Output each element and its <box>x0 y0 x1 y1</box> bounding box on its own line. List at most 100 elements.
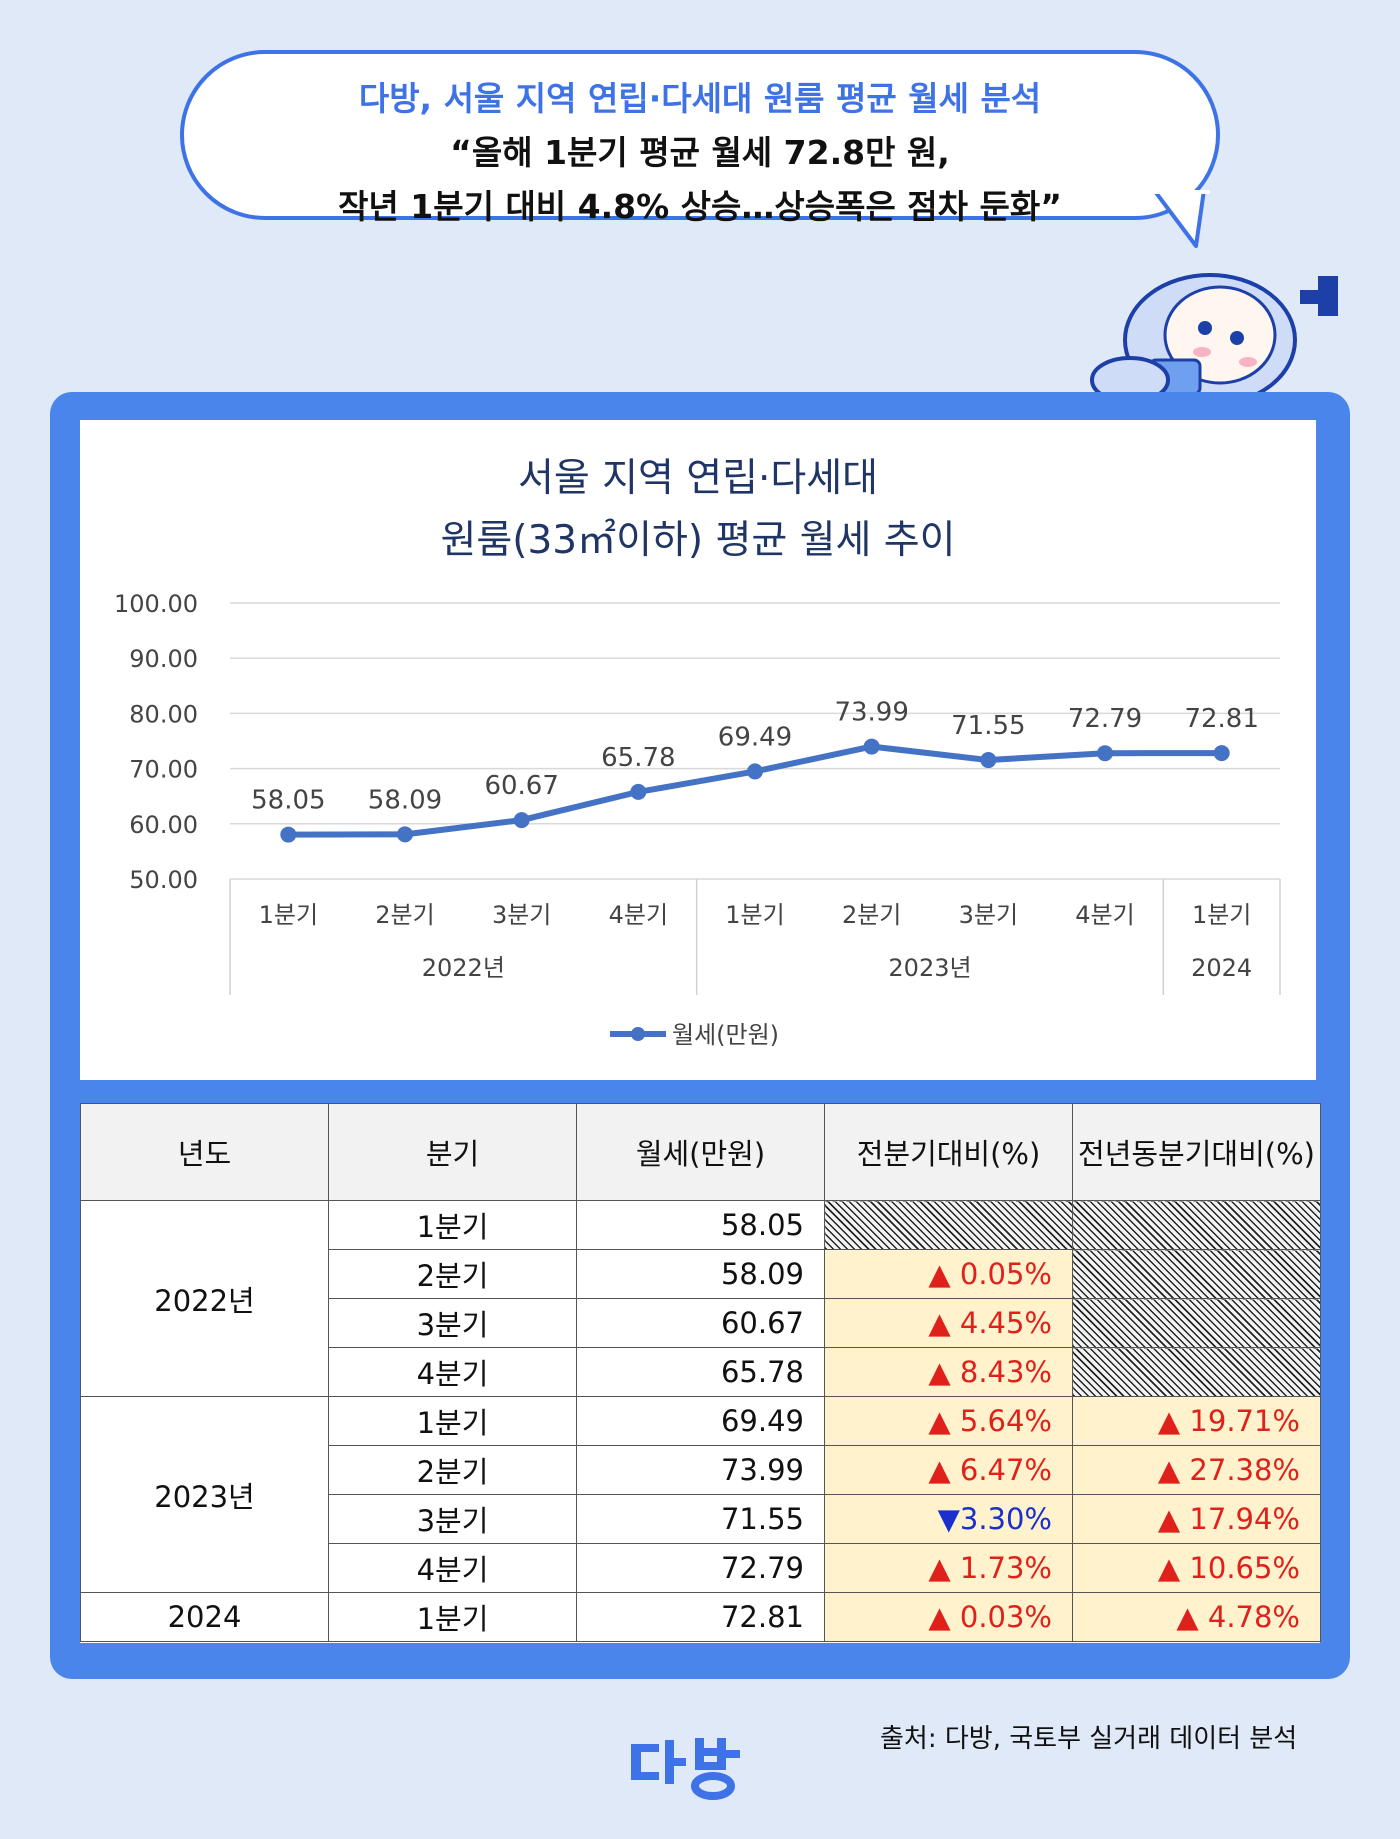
x-tick-label: 1분기 <box>725 901 784 929</box>
data-point <box>980 752 997 769</box>
yoy-cell: ▲ 4.78% <box>1072 1592 1321 1642</box>
y-tick-label: 80.00 <box>129 700 198 728</box>
qoq-cell: ▲ 1.73% <box>824 1543 1073 1593</box>
yoy-cell-empty <box>1072 1249 1321 1299</box>
x-tick-label: 4분기 <box>609 901 668 929</box>
x-tick-label: 4분기 <box>1075 901 1134 929</box>
qoq-cell-empty <box>824 1200 1073 1250</box>
table-row: 2024 1분기 72.81 ▲ 0.03% ▲ 4.78% <box>80 1592 1321 1642</box>
yoy-cell: ▲ 17.94% <box>1072 1494 1321 1544</box>
x-tick-label: 3분기 <box>492 901 551 929</box>
rent-cell: 58.05 <box>576 1200 825 1250</box>
qoq-cell: ▲ 8.43% <box>824 1347 1073 1397</box>
bubble-tail <box>1150 190 1210 248</box>
data-point <box>747 763 763 780</box>
chart-title: 서울 지역 연립·다세대 원룸(33㎡이하) 평균 월세 추이 <box>80 448 1316 572</box>
data-point <box>863 738 880 755</box>
header-rent: 월세(만원) <box>576 1103 825 1201</box>
data-label: 71.55 <box>951 711 1025 741</box>
table-row: 4분기 72.79 ▲ 1.73% ▲ 10.65% <box>81 1543 1321 1593</box>
data-label: 58.09 <box>368 785 442 815</box>
chart-container: 서울 지역 연립·다세대 원룸(33㎡이하) 평균 월세 추이 100.00 90… <box>80 420 1316 1080</box>
quarter-cell: 1분기 <box>328 1592 577 1642</box>
rent-cell: 72.81 <box>576 1592 825 1642</box>
data-label: 69.49 <box>718 722 792 752</box>
quarter-cell: 4분기 <box>328 1347 577 1397</box>
x-tick-label: 2분기 <box>842 901 901 929</box>
rent-cell: 71.55 <box>576 1494 825 1544</box>
data-point <box>397 826 413 843</box>
qoq-cell: ▲ 0.05% <box>824 1249 1073 1299</box>
yoy-cell-empty <box>1072 1347 1321 1397</box>
quarter-cell: 2분기 <box>328 1445 577 1495</box>
year-cell: 2022년 <box>80 1200 329 1397</box>
data-table-container: 년도 분기 월세(만원) 전분기대비(%) 전년동분기대비(%) 2022년 1… <box>80 1103 1321 1643</box>
quarter-cell: 4분기 <box>328 1543 577 1593</box>
qoq-cell: ▲ 6.47% <box>824 1445 1073 1495</box>
data-point <box>630 783 647 800</box>
x-tick-label: 3분기 <box>959 901 1018 929</box>
rent-cell: 65.78 <box>576 1347 825 1397</box>
legend-label: 월세(만원) <box>672 1021 779 1049</box>
x-group-label: 2022년 <box>422 954 505 982</box>
header-qoq: 전분기대비(%) <box>824 1103 1073 1201</box>
yoy-cell: ▲ 10.65% <box>1072 1543 1321 1593</box>
data-label: 60.67 <box>484 771 558 801</box>
line-chart: 100.00 90.00 80.00 70.00 60.00 50.00 2022년 2023… <box>114 590 1281 1049</box>
data-point <box>280 826 297 843</box>
quarter-cell: 2분기 <box>328 1249 577 1299</box>
dabang-logo: 다방 <box>631 1738 740 1800</box>
header-year: 년도 <box>80 1103 329 1201</box>
source-note: 출처: 다방, 국토부 실거래 데이터 분석 <box>880 1724 1298 1754</box>
table-row: 3분기 60.67 ▲ 4.45% <box>81 1298 1321 1348</box>
rent-cell: 73.99 <box>576 1445 825 1495</box>
rent-cell: 69.49 <box>576 1396 825 1446</box>
data-label: 72.79 <box>1068 704 1142 734</box>
chart-title-line-2: 원룸(33㎡이하) 평균 월세 추이 <box>440 518 956 563</box>
data-label: 72.81 <box>1184 704 1258 734</box>
quarter-cell: 1분기 <box>328 1396 577 1446</box>
qoq-cell: ▲ 5.64% <box>824 1396 1073 1446</box>
headline-bubble: 다방, 서울 지역 연립·다세대 원룸 평균 월세 분석 “올해 1분기 평균 … <box>180 50 1220 226</box>
headline-line-2: “올해 1분기 평균 월세 72.8만 원, <box>450 133 950 172</box>
chart-title-line-1: 서울 지역 연립·다세대 <box>517 456 879 501</box>
headline-line-1: 다방, 서울 지역 연립·다세대 원룸 평균 월세 분석 <box>358 79 1042 118</box>
table-row: 2023년 1분기 69.49 ▲ 5.64% ▲ 19.71% <box>80 1396 1321 1593</box>
data-table: 년도 분기 월세(만원) 전분기대비(%) 전년동분기대비(%) 2022년 1… <box>80 1103 1321 1642</box>
quarter-cell: 1분기 <box>328 1200 577 1250</box>
x-group-label: 2024 <box>1191 954 1252 982</box>
x-tick-label: 2분기 <box>375 901 434 929</box>
yoy-cell: ▲ 27.38% <box>1072 1445 1321 1495</box>
y-tick-label: 70.00 <box>129 756 198 784</box>
data-label: 73.99 <box>834 698 908 728</box>
data-point <box>1097 745 1113 762</box>
header-quarter: 분기 <box>328 1103 577 1201</box>
headline-line-3: 작년 1분기 대비 4.8% 상승…상승폭은 점차 둔화” <box>338 187 1062 226</box>
qoq-cell: ▲ 4.45% <box>824 1298 1073 1348</box>
data-point <box>1213 745 1230 762</box>
data-label: 65.78 <box>601 743 675 773</box>
x-group-label: 2023년 <box>888 954 971 982</box>
year-cell: 2024 <box>80 1592 329 1642</box>
yoy-cell-empty <box>1072 1298 1321 1348</box>
yoy-cell: ▲ 19.71% <box>1072 1396 1321 1446</box>
rent-cell: 60.67 <box>576 1298 825 1348</box>
table-row: 4분기 65.78 ▲ 8.43% <box>81 1347 1321 1397</box>
rent-cell: 72.79 <box>576 1543 825 1593</box>
x-tick-label: 1분기 <box>1192 901 1251 929</box>
y-tick-label: 50.00 <box>129 866 198 894</box>
x-tick-label: 1분기 <box>259 901 318 929</box>
data-label: 58.05 <box>251 786 325 816</box>
table-row: 2022년 1분기 58.05 <box>80 1200 1321 1397</box>
header-yoy: 전년동분기대비(%) <box>1072 1103 1321 1201</box>
qoq-cell: ▲ 0.03% <box>824 1592 1073 1642</box>
data-point <box>513 812 530 829</box>
quarter-cell: 3분기 <box>328 1494 577 1544</box>
rent-cell: 58.09 <box>576 1249 825 1299</box>
y-tick-label: 90.00 <box>129 645 198 673</box>
legend-marker <box>631 1027 645 1041</box>
mascot-illustration <box>1090 273 1338 407</box>
y-tick-label: 60.00 <box>129 811 198 839</box>
year-cell: 2023년 <box>80 1396 329 1593</box>
quarter-cell: 3분기 <box>328 1298 577 1348</box>
